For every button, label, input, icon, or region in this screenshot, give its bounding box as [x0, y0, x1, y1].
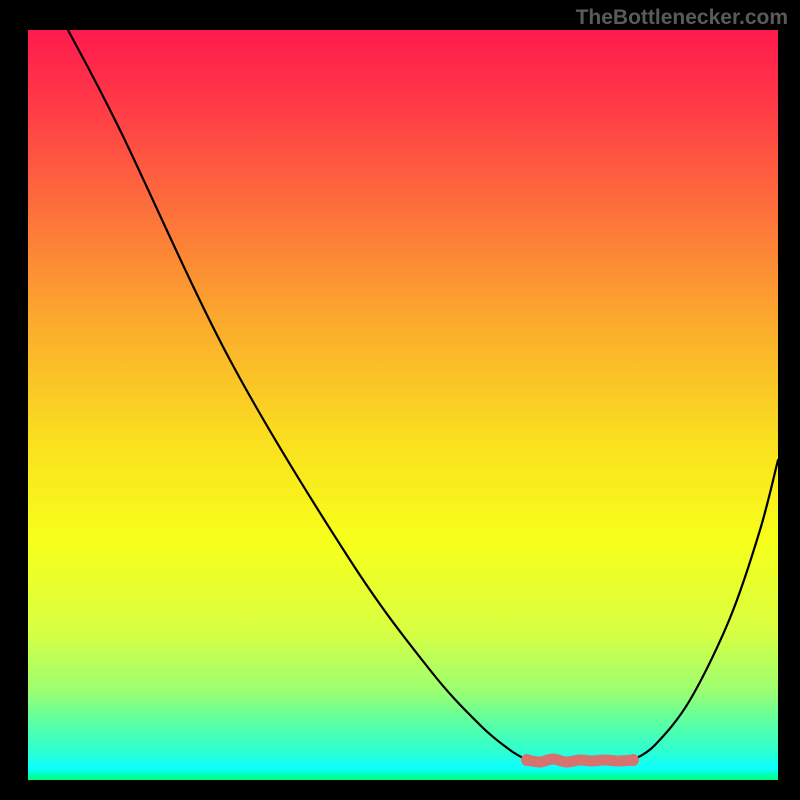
chart-container: TheBottlenecker.com — [0, 0, 800, 800]
chart-svg — [0, 0, 800, 800]
watermark-text: TheBottlenecker.com — [576, 6, 788, 30]
